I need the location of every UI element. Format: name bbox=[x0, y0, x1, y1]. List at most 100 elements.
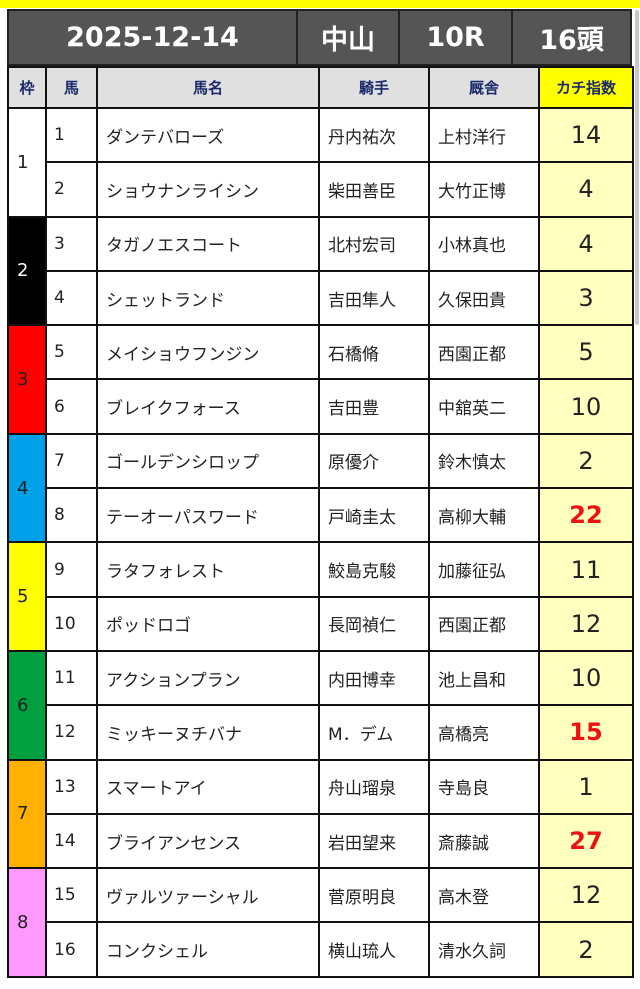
jockey-name: 内田博幸 bbox=[318, 649, 430, 707]
horse-number: 4 bbox=[45, 269, 98, 327]
kachi-index-value: 4 bbox=[538, 215, 634, 272]
waku-cell: 7 bbox=[7, 758, 47, 870]
trainer-name: 西園正都 bbox=[428, 324, 540, 381]
race-number: 10R bbox=[400, 11, 513, 64]
horse-name: コンクシェル bbox=[96, 921, 320, 978]
table-row: 5 9 ラタフォレスト 鮫島克駿 加藤征弘 11 bbox=[7, 541, 634, 652]
waku-cell: 2 bbox=[7, 215, 47, 327]
race-date: 2025-12-14 bbox=[9, 11, 298, 64]
horse-name: ポッドロゴ bbox=[96, 595, 320, 652]
kachi-index-value: 10 bbox=[538, 378, 634, 435]
horse-name: テーオーパスワード bbox=[96, 487, 320, 544]
col-horse-name: 馬名 bbox=[96, 66, 320, 109]
trainer-name: 小林真也 bbox=[428, 215, 540, 272]
runner-count: 16頭 bbox=[539, 25, 604, 56]
table-row: 8 15 ヴァルツァーシャル 菅原明良 高木登 12 bbox=[7, 867, 634, 978]
col-jockey: 騎手 bbox=[318, 66, 430, 109]
table-row: 16 コンクシェル 横山琉人 清水久詞 2 bbox=[8, 921, 634, 978]
jockey-name: 吉田豊 bbox=[318, 378, 430, 435]
trainer-name: 上村洋行 bbox=[428, 106, 540, 164]
table-row: 4 シェットランド 吉田隼人 久保田貴 3 bbox=[8, 269, 634, 327]
waku-cell: 6 bbox=[7, 649, 47, 761]
trainer-name: 加藤征弘 bbox=[428, 541, 540, 598]
kachi-index-value: 27 bbox=[538, 812, 634, 870]
trainer-name: 清水久詞 bbox=[428, 921, 540, 978]
trainer-name: 寺島良 bbox=[428, 758, 540, 815]
horse-number: 3 bbox=[45, 215, 98, 272]
table-row: 2 3 タガノエスコート 北村宏司 小林真也 4 bbox=[7, 215, 634, 327]
trainer-name: 中舘英二 bbox=[428, 378, 540, 435]
horse-name: ブライアンセンス bbox=[96, 812, 320, 870]
table-row: 1 1 ダンテバローズ 丹内祐次 上村洋行 14 bbox=[7, 106, 634, 218]
horse-name: ラタフォレスト bbox=[96, 541, 320, 598]
kachi-index-value: 14 bbox=[538, 106, 634, 164]
table-row: 12 ミッキーヌチバナ M．デム 高橋亮 15 bbox=[8, 704, 634, 761]
jockey-name: 舟山瑠泉 bbox=[318, 758, 430, 815]
waku-cell: 1 bbox=[7, 107, 47, 218]
horse-number: 9 bbox=[45, 541, 98, 598]
horse-number: 7 bbox=[45, 432, 98, 490]
horse-number: 6 bbox=[45, 378, 98, 435]
horse-name: メイショウフンジン bbox=[96, 324, 320, 381]
waku-cell: 5 bbox=[7, 541, 47, 652]
trainer-name: 西園正都 bbox=[428, 595, 540, 652]
table-row: 6 ブレイクフォース 吉田豊 中舘英二 10 bbox=[8, 378, 634, 435]
horse-number: 11 bbox=[45, 649, 98, 707]
trainer-name: 斎藤誠 bbox=[428, 812, 540, 870]
jockey-name: 鮫島克駿 bbox=[318, 541, 430, 598]
table-row: 3 5 メイショウフンジン 石橋脩 西園正都 5 bbox=[7, 324, 634, 435]
race-header: 2025-12-14 中山 10R 16頭 bbox=[7, 9, 632, 66]
horse-name: スマートアイ bbox=[96, 758, 320, 815]
top-banner bbox=[0, 0, 640, 8]
table-row: 14 ブライアンセンス 岩田望来 斎藤誠 27 bbox=[8, 812, 634, 870]
kachi-index-value: 12 bbox=[538, 595, 634, 652]
table-row: 10 ポッドロゴ 長岡禎仁 西園正都 12 bbox=[8, 595, 634, 652]
col-kachi-index: カチ指数 bbox=[538, 66, 634, 109]
kachi-index-value: 11 bbox=[538, 541, 634, 598]
trainer-name: 鈴木慎太 bbox=[428, 432, 540, 490]
kachi-index-value: 4 bbox=[538, 161, 634, 218]
table-row: 6 11 アクションプラン 内田博幸 池上昌和 10 bbox=[7, 649, 634, 761]
jockey-name: 菅原明良 bbox=[318, 867, 430, 924]
horse-name: ゴールデンシロップ bbox=[96, 432, 320, 490]
jockey-name: 原優介 bbox=[318, 432, 430, 490]
horse-number: 1 bbox=[45, 106, 98, 164]
kachi-index-value: 5 bbox=[538, 324, 634, 381]
horse-name: ヴァルツァーシャル bbox=[96, 867, 320, 924]
horse-name: ブレイクフォース bbox=[96, 378, 320, 435]
kachi-index-value: 1 bbox=[538, 758, 634, 815]
col-umaban: 馬 bbox=[45, 66, 98, 109]
kachi-index-value: 15 bbox=[538, 704, 634, 761]
jockey-name: 長岡禎仁 bbox=[318, 595, 430, 652]
horse-number: 5 bbox=[45, 324, 98, 381]
kachi-index-value: 10 bbox=[538, 649, 634, 707]
col-waku: 枠 bbox=[7, 66, 47, 109]
horse-number: 8 bbox=[45, 487, 98, 544]
jockey-name: 柴田善臣 bbox=[318, 161, 430, 218]
table-row: 8 テーオーパスワード 戸崎圭太 高柳大輔 22 bbox=[8, 487, 634, 544]
horse-number: 13 bbox=[45, 758, 98, 815]
waku-cell: 8 bbox=[7, 867, 47, 978]
horse-name: シェットランド bbox=[96, 269, 320, 327]
jockey-name: 北村宏司 bbox=[318, 215, 430, 272]
table-row: 7 13 スマートアイ 舟山瑠泉 寺島良 1 bbox=[7, 758, 634, 870]
waku-cell: 3 bbox=[7, 324, 47, 435]
kachi-index-value: 22 bbox=[538, 487, 634, 544]
col-trainer: 厩舎 bbox=[428, 66, 540, 109]
horse-name: ショウナンライシン bbox=[96, 161, 320, 218]
table-row: 4 7 ゴールデンシロップ 原優介 鈴木慎太 2 bbox=[7, 432, 634, 544]
jockey-name: 石橋脩 bbox=[318, 324, 430, 381]
trainer-name: 高橋亮 bbox=[428, 704, 540, 761]
trainer-name: 高柳大輔 bbox=[428, 487, 540, 544]
waku-cell: 4 bbox=[7, 432, 47, 544]
jockey-name: 戸崎圭太 bbox=[318, 487, 430, 544]
scrollbar[interactable] bbox=[635, 10, 639, 325]
jockey-name: 岩田望来 bbox=[318, 812, 430, 870]
horse-number: 16 bbox=[45, 921, 98, 978]
horse-number: 10 bbox=[45, 595, 98, 652]
trainer-name: 大竹正博 bbox=[428, 161, 540, 218]
horse-name: アクションプラン bbox=[96, 649, 320, 707]
jockey-name: M．デム bbox=[318, 704, 430, 761]
entries-table: 枠 馬 馬名 騎手 厩舎 カチ指数 1 1 ダンテバローズ 丹内祐次 上村洋行 14 2 ショ… bbox=[7, 66, 634, 978]
kachi-index-value: 3 bbox=[538, 269, 634, 327]
